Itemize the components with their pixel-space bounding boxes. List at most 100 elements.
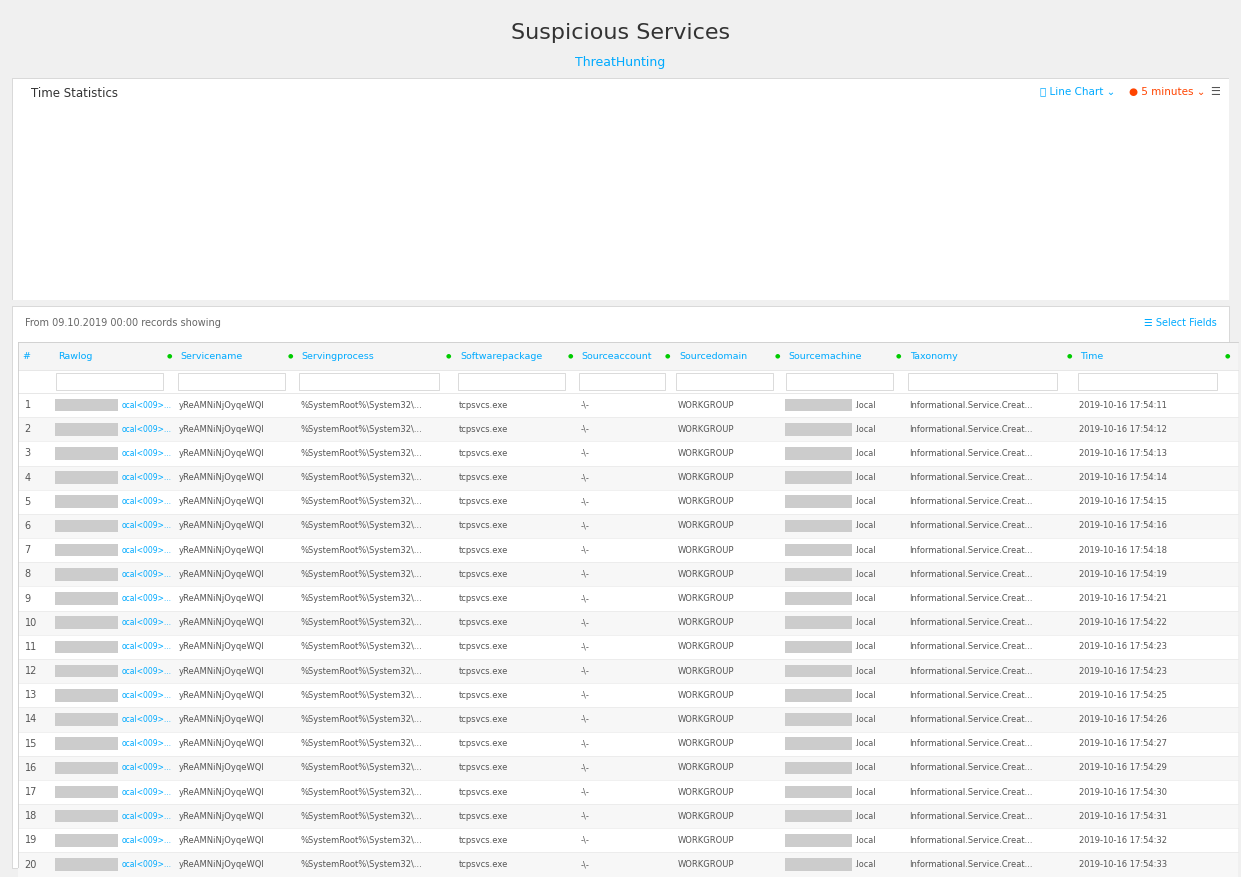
Bar [784,617,851,629]
Text: 2019-10-16 17:54:14: 2019-10-16 17:54:14 [1078,473,1167,482]
Text: ocal<009>...: ocal<009>... [122,812,171,821]
Text: 2019-10-16 17:54:30: 2019-10-16 17:54:30 [1078,788,1167,796]
Bar [784,423,851,436]
Text: Informational.Service.Creat...: Informational.Service.Creat... [908,570,1033,579]
Text: WORKGROUP: WORKGROUP [678,739,735,748]
Text: tcpsvcs.exe: tcpsvcs.exe [459,860,508,869]
Bar [19,610,1239,635]
Text: From 09.10.2019 00:00 records showing: From 09.10.2019 00:00 records showing [25,318,221,328]
Text: %SystemRoot%\System32\...: %SystemRoot%\System32\... [300,618,422,627]
Text: .local: .local [854,691,875,700]
Bar [283,452,303,531]
Text: .local: .local [854,788,875,796]
Bar [19,514,1239,538]
Text: 2019-10-16 17:54:31: 2019-10-16 17:54:31 [1078,812,1167,821]
Text: 2019-10-16 17:54:29: 2019-10-16 17:54:29 [1078,763,1167,773]
Text: ocal<009>...: ocal<009>... [122,739,171,748]
Bar [516,452,536,531]
Bar [903,453,923,531]
Text: Informational.Service.Creat...: Informational.Service.Creat... [908,473,1033,482]
Text: 5: 5 [25,496,31,507]
Bar [55,713,118,726]
Text: 2019-10-16 17:54:16: 2019-10-16 17:54:16 [1078,522,1167,531]
Text: tcpsvcs.exe: tcpsvcs.exe [459,594,508,603]
Bar [55,689,118,702]
Text: ●: ● [288,354,293,359]
Text: tcpsvcs.exe: tcpsvcs.exe [459,424,508,434]
Text: WORKGROUP: WORKGROUP [678,788,735,796]
Text: .local: .local [854,594,875,603]
Text: yReAMNiNjOyqeWQl: yReAMNiNjOyqeWQl [179,715,264,724]
Text: yReAMNiNjOyqeWQl: yReAMNiNjOyqeWQl [179,401,264,410]
Text: ocal<009>...: ocal<009>... [122,401,171,410]
Text: WORKGROUP: WORKGROUP [678,449,735,458]
Bar [19,587,1239,610]
Text: -\-: -\- [581,449,589,458]
Text: .local: .local [854,424,875,434]
Text: yReAMNiNjOyqeWQl: yReAMNiNjOyqeWQl [179,860,264,869]
Text: 2019-10-16 17:54:32: 2019-10-16 17:54:32 [1078,836,1167,845]
Text: %SystemRoot%\System32\...: %SystemRoot%\System32\... [300,860,422,869]
Bar [55,447,118,460]
Bar [55,496,118,508]
Text: 2019-10-16 17:54:22: 2019-10-16 17:54:22 [1078,618,1167,627]
Text: %SystemRoot%\System32\...: %SystemRoot%\System32\... [300,424,422,434]
Text: yReAMNiNjOyqeWQl: yReAMNiNjOyqeWQl [179,642,264,652]
Bar [19,683,1239,708]
Text: Informational.Service.Creat...: Informational.Service.Creat... [908,545,1033,554]
Bar [19,852,1239,877]
Text: #: # [22,352,30,361]
Bar [232,452,251,531]
Bar [361,452,381,531]
Bar [956,452,975,531]
Bar [671,452,691,531]
Text: 2019-10-16 17:54:13: 2019-10-16 17:54:13 [1078,449,1167,458]
Bar [784,471,851,484]
Text: 2019-10-16 17:54:25: 2019-10-16 17:54:25 [1078,691,1167,700]
Text: .local: .local [854,497,875,506]
Text: Softwarepackage: Softwarepackage [460,352,542,361]
Text: yReAMNiNjOyqeWQl: yReAMNiNjOyqeWQl [179,836,264,845]
Text: WORKGROUP: WORKGROUP [678,545,735,554]
Text: %SystemRoot%\System32\...: %SystemRoot%\System32\... [300,449,422,458]
Text: ocal<009>...: ocal<009>... [122,667,171,675]
Text: WORKGROUP: WORKGROUP [678,594,735,603]
Text: -\-: -\- [581,497,589,506]
Text: Taxonomy: Taxonomy [910,352,958,361]
Text: 6: 6 [25,521,31,531]
Text: 8: 8 [25,569,31,580]
Bar [786,374,894,390]
Text: yReAMNiNjOyqeWQl: yReAMNiNjOyqeWQl [179,594,264,603]
Text: WORKGROUP: WORKGROUP [678,642,735,652]
Bar [568,453,587,531]
Bar [55,399,118,411]
Bar [1111,452,1131,531]
Text: -\-: -\- [581,812,589,821]
Text: %SystemRoot%\System32\...: %SystemRoot%\System32\... [300,763,422,773]
Text: Informational.Service.Creat...: Informational.Service.Creat... [908,715,1033,724]
Text: -\-: -\- [581,860,589,869]
Text: .local: .local [854,570,875,579]
Bar [458,374,565,390]
Text: yReAMNiNjOyqeWQl: yReAMNiNjOyqeWQl [179,449,264,458]
Bar [1034,452,1052,531]
Text: ●: ● [1066,354,1072,359]
Bar [55,617,118,629]
Text: tcpsvcs.exe: tcpsvcs.exe [459,545,508,554]
Text: Informational.Service.Creat...: Informational.Service.Creat... [908,739,1033,748]
Bar [774,452,794,531]
Text: yReAMNiNjOyqeWQl: yReAMNiNjOyqeWQl [179,473,264,482]
Text: 16: 16 [25,763,37,773]
Text: 2019-10-16 17:54:18: 2019-10-16 17:54:18 [1078,545,1167,554]
Text: Informational.Service.Creat...: Informational.Service.Creat... [908,836,1033,845]
Text: ocal<009>...: ocal<009>... [122,763,171,773]
Bar [309,452,329,531]
Text: tcpsvcs.exe: tcpsvcs.exe [459,401,508,410]
Text: ●: ● [665,354,670,359]
Bar [1059,452,1078,531]
Text: Informational.Service.Creat...: Informational.Service.Creat... [908,401,1033,410]
Text: ●: ● [567,354,573,359]
Text: 2019-10-16 17:54:15: 2019-10-16 17:54:15 [1078,497,1167,506]
Text: ocal<009>...: ocal<009>... [122,570,171,579]
Text: 7: 7 [25,545,31,555]
